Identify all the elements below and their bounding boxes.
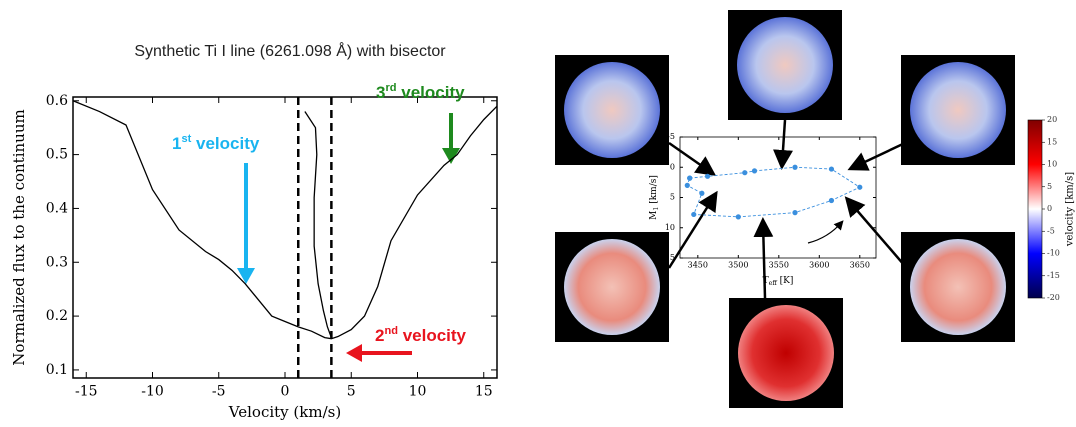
- series-point: [691, 211, 697, 218]
- y-tick-label: 0.2: [46, 308, 68, 324]
- axis-label: Normalized flux to the continuum: [10, 109, 28, 365]
- annotation-sup: nd: [384, 325, 398, 337]
- colorbar-tick-label: -15: [1047, 271, 1060, 280]
- colorbar-tick-label: 0: [1047, 204, 1052, 213]
- annotation-number: 1: [172, 134, 181, 153]
- x-tick-label: 3650: [850, 261, 870, 270]
- pointer-arrows: [667, 119, 906, 299]
- x-tick-label: -15: [75, 383, 98, 399]
- colorbar-label: velocity [km/s]: [1065, 172, 1076, 247]
- colorbar-tick-label: 10: [1047, 160, 1057, 169]
- series-point: [792, 164, 798, 170]
- annotation: 1st velocity: [172, 133, 260, 154]
- x-tick-label: 5: [347, 383, 356, 399]
- axis-label: M1 [km/s]: [649, 175, 661, 220]
- series-point: [742, 170, 748, 176]
- y-tick-label: 0.4: [46, 200, 68, 216]
- x-tick-label: 3450: [688, 261, 708, 270]
- chart-title: Synthetic Ti I line (6261.098 Å) with bi…: [134, 41, 446, 60]
- y-tick-label: 0: [670, 162, 675, 171]
- series-point: [735, 214, 741, 220]
- axis-label-main: T: [763, 276, 769, 286]
- y-tick-label: 15: [665, 253, 675, 262]
- y-tick-label: 0.1: [46, 362, 68, 378]
- series-point: [684, 182, 690, 188]
- colorbar-tick-label: 15: [1047, 137, 1057, 146]
- series-line: [304, 111, 332, 338]
- annotation-sup: st: [181, 133, 191, 145]
- colorbar-tick-label: 20: [1047, 115, 1057, 124]
- series-line: [686, 166, 861, 218]
- series-point: [687, 175, 693, 181]
- series-point: [828, 197, 835, 204]
- series-line: [72, 100, 498, 340]
- annotation-text: velocity: [191, 134, 260, 153]
- x-tick-label: 0: [281, 383, 290, 399]
- colorbar-tick-label: -5: [1047, 226, 1055, 235]
- x-tick-label: 3600: [809, 261, 829, 270]
- annotation-text: velocity: [398, 326, 467, 345]
- series-point: [699, 190, 705, 196]
- x-tick-label: 3500: [728, 261, 748, 270]
- series-point: [857, 184, 863, 190]
- y-tick-label: 0.3: [46, 254, 68, 270]
- y-tick-label: 0.6: [46, 93, 68, 109]
- axis-label-sub: eff: [769, 280, 778, 287]
- series-point: [828, 166, 835, 172]
- x-tick-label: -5: [212, 383, 226, 399]
- x-tick-label: 3550: [769, 261, 789, 270]
- axis-label-rest: [km/s]: [649, 175, 659, 207]
- colorbar-tick-label: -10: [1047, 249, 1060, 258]
- velocity-arrows: [237, 113, 460, 362]
- axis-label-sub: 1: [653, 207, 660, 211]
- colorbar-tick-label: 5: [1047, 182, 1052, 191]
- annotation-number: 2: [375, 326, 384, 345]
- x-tick-label: 10: [409, 383, 427, 399]
- axis-label-rest: [K]: [777, 276, 794, 286]
- y-tick-label: 0.5: [46, 147, 68, 163]
- colorbar-tick-label: -20: [1047, 293, 1060, 302]
- x-tick-label: -10: [141, 383, 164, 399]
- y-tick-label: 5: [670, 193, 675, 202]
- y-tick-label: -5: [667, 132, 675, 141]
- annotation: 3rd velocity: [376, 82, 465, 103]
- series-point: [751, 168, 758, 174]
- annotation-text: velocity: [397, 83, 466, 102]
- star-images: [555, 10, 1015, 408]
- plot-frame: [679, 136, 877, 259]
- x-tick-label: 15: [475, 383, 493, 399]
- colorbar: [1027, 119, 1043, 299]
- axis-label: Velocity (km/s): [228, 403, 341, 421]
- series-point: [792, 210, 798, 216]
- series-point: [704, 173, 711, 179]
- annotation-sup: rd: [385, 82, 396, 94]
- y-tick-label: 10: [665, 223, 675, 232]
- axis-label: Teff [K]: [763, 276, 794, 288]
- annotation-number: 3: [376, 83, 385, 102]
- annotation: 2nd velocity: [375, 325, 467, 346]
- axis-label-main: M: [649, 211, 659, 220]
